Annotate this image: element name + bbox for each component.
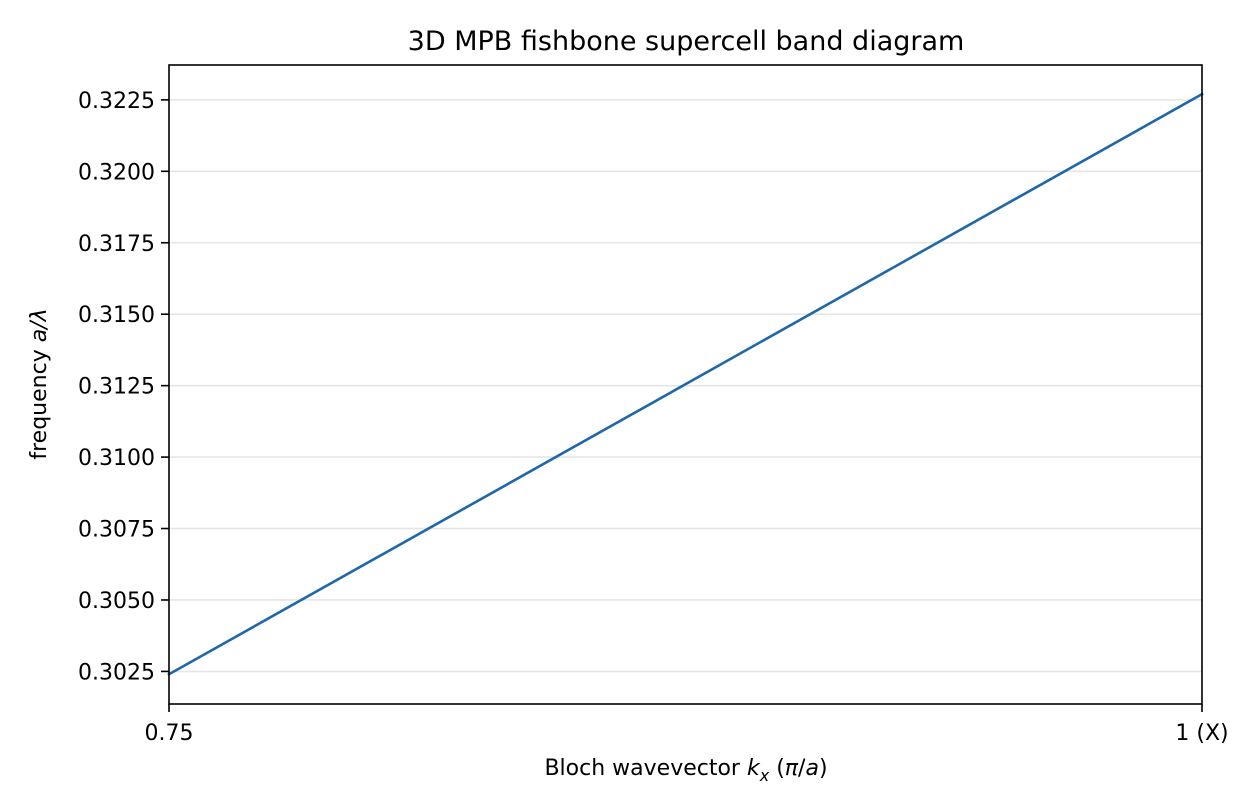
x-axis-label-sub: x (759, 766, 770, 785)
y-tick-label: 0.3025 (78, 660, 155, 685)
x-tick-label: 0.75 (145, 721, 194, 746)
band-line (167, 92, 1204, 677)
y-tick-label: 0.3050 (78, 589, 155, 614)
x-axis-ticks: 0.75 1 (X) (145, 704, 1229, 746)
x-tick-label: 1 (X) (1175, 721, 1228, 746)
y-tick-label: 0.3125 (78, 375, 155, 400)
y-tick-label: 0.3100 (78, 446, 155, 471)
x-axis-label-pi: π (785, 756, 799, 781)
x-axis-label-close: ) (819, 756, 828, 781)
y-tick-label: 0.3225 (78, 89, 155, 114)
plot-frame (168, 64, 1203, 705)
chart-title: 3D MPB fishbone supercell band diagram (408, 26, 965, 57)
x-axis-label: Bloch wavevector kx (π/a) (544, 756, 827, 785)
y-axis-ticks: 0.3025 0.3050 0.3075 0.3100 0.3125 0.3150 0.31… (78, 89, 169, 685)
y-tick-label: 0.3075 (78, 518, 155, 543)
series-layer (167, 92, 1204, 677)
y-tick-label: 0.3200 (78, 160, 155, 185)
y-axis-label: frequency a/λ (27, 308, 52, 459)
y-axis-label-italic: a/λ (27, 308, 52, 342)
x-axis-label-a: a (805, 756, 818, 781)
x-axis-label-open: ( (769, 756, 785, 781)
x-axis-label-prefix: Bloch wavevector (544, 756, 747, 781)
x-axis-label-var: k (747, 756, 761, 781)
y-axis-label-prefix: frequency (27, 342, 52, 459)
y-tick-label: 0.3150 (78, 303, 155, 328)
x-axis-label-slash: / (798, 756, 806, 781)
y-tick-label: 0.3175 (78, 232, 155, 257)
